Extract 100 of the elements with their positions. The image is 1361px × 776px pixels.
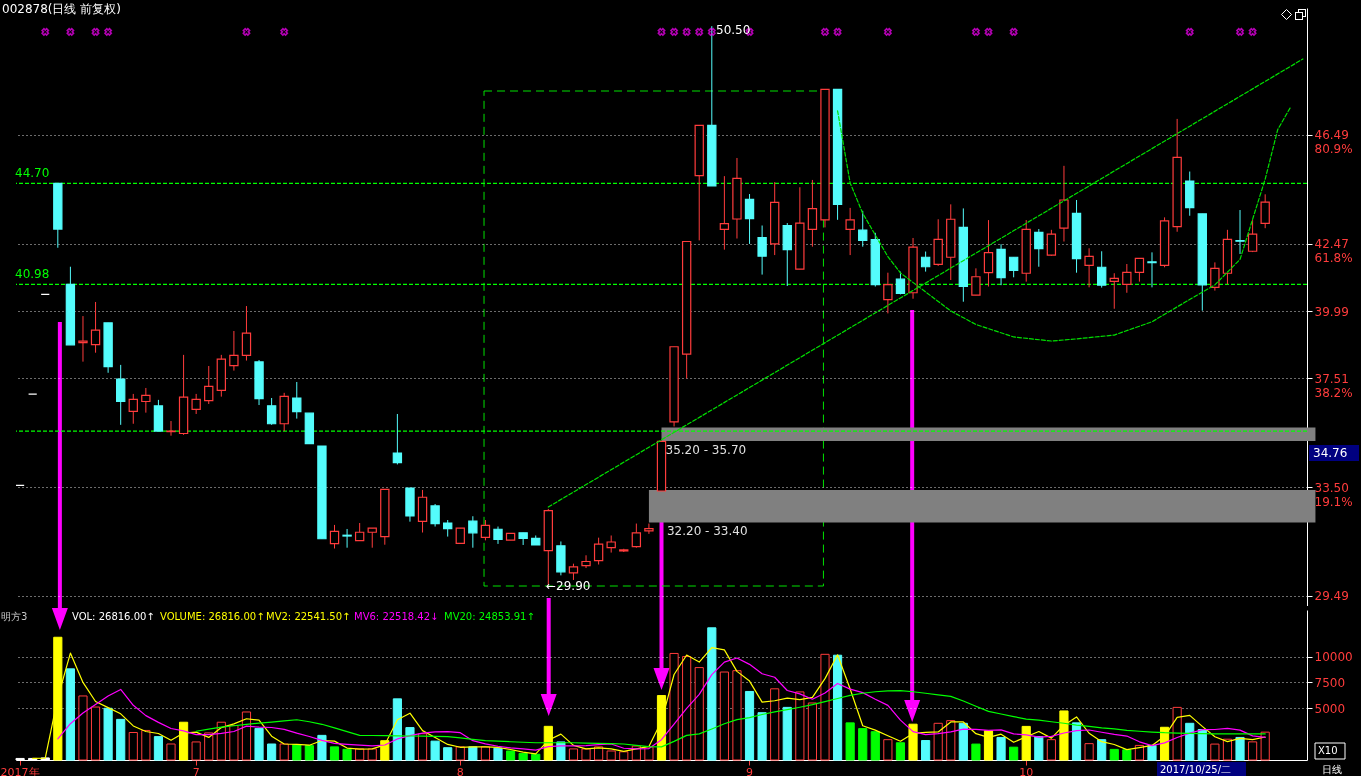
annotation: VOLUME: 26816.00↑ bbox=[160, 611, 265, 622]
bar bbox=[90, 706, 101, 761]
bar bbox=[870, 731, 880, 761]
chart-title: 002878(日线 前复权) bbox=[2, 1, 121, 18]
bar bbox=[1134, 744, 1144, 761]
bar bbox=[103, 707, 113, 761]
bar bbox=[606, 750, 616, 761]
bar bbox=[1034, 736, 1044, 761]
bar bbox=[78, 695, 88, 761]
y-tick-label: 39.99 bbox=[1314, 304, 1349, 319]
bar bbox=[229, 725, 239, 761]
y-tick-label: 7500 bbox=[1314, 675, 1346, 690]
bar bbox=[116, 718, 126, 761]
bar bbox=[770, 688, 780, 761]
bar bbox=[669, 652, 679, 761]
y-tick-label: 29.49 bbox=[1314, 589, 1349, 604]
band-label: 35.20 - 35.70 bbox=[665, 443, 747, 458]
bar bbox=[858, 728, 868, 761]
bar bbox=[1248, 741, 1258, 761]
bar bbox=[1197, 728, 1207, 761]
x-tick-label: 10 bbox=[1019, 765, 1034, 776]
bar bbox=[694, 667, 704, 761]
line-series bbox=[57, 657, 1266, 751]
bar bbox=[128, 731, 138, 761]
annotation: MV2: 22541.50↑ bbox=[266, 611, 351, 622]
bar bbox=[1260, 731, 1270, 761]
annotation: VOL: 26816.00↑ bbox=[72, 611, 155, 622]
bar bbox=[795, 691, 805, 761]
y-tick-label: 33.50 19.1% bbox=[1314, 480, 1353, 509]
bar bbox=[355, 748, 365, 761]
bar bbox=[267, 743, 277, 761]
bar bbox=[417, 733, 428, 761]
bar bbox=[1071, 722, 1082, 761]
bar bbox=[304, 745, 314, 761]
annotation: MV6: 22518.42↓ bbox=[354, 611, 439, 622]
annotation: MV20: 24853.91↑ bbox=[444, 611, 535, 622]
bar bbox=[719, 671, 729, 761]
bar bbox=[1185, 722, 1195, 761]
bar bbox=[933, 722, 943, 761]
bar bbox=[141, 729, 151, 761]
text: 2017/10/25/二 bbox=[1160, 764, 1232, 775]
bar bbox=[1147, 744, 1157, 761]
bar bbox=[996, 736, 1006, 761]
bar bbox=[921, 740, 931, 761]
bar bbox=[568, 748, 579, 761]
bar bbox=[1235, 736, 1245, 761]
y-tick-label: 42.47 61.8% bbox=[1314, 237, 1353, 266]
bar bbox=[216, 721, 226, 761]
bar bbox=[241, 711, 252, 761]
bar bbox=[254, 727, 264, 761]
bar bbox=[166, 743, 176, 761]
bar bbox=[1172, 706, 1182, 761]
bar bbox=[845, 722, 855, 761]
text: 34.76 bbox=[1313, 446, 1348, 460]
bar bbox=[581, 748, 591, 761]
annotation: 明方3 bbox=[1, 611, 28, 622]
bar bbox=[895, 742, 906, 761]
bar bbox=[204, 732, 214, 761]
bar bbox=[958, 722, 968, 761]
bar bbox=[279, 743, 289, 761]
y-tick-label: 46.49 80.9% bbox=[1314, 128, 1353, 157]
line-series bbox=[195, 689, 1266, 748]
bar bbox=[832, 654, 843, 761]
bar bbox=[443, 747, 453, 761]
bar bbox=[883, 739, 893, 761]
y-tick-label: 10000 bbox=[1314, 650, 1353, 665]
bar bbox=[1046, 739, 1056, 761]
text: 日线 bbox=[1322, 764, 1342, 775]
bar bbox=[1109, 748, 1119, 761]
bar bbox=[782, 706, 792, 761]
bar bbox=[1122, 749, 1132, 761]
bar bbox=[682, 656, 692, 761]
bar bbox=[153, 736, 164, 761]
bar bbox=[820, 653, 830, 761]
band-label: 32.20 - 33.40 bbox=[666, 524, 748, 539]
bar bbox=[1084, 743, 1094, 761]
bar bbox=[946, 720, 956, 761]
text: X10 bbox=[1318, 745, 1338, 756]
bar bbox=[505, 750, 516, 761]
bar bbox=[971, 743, 981, 761]
bar bbox=[430, 740, 440, 761]
y-tick-label: 5000 bbox=[1314, 701, 1346, 716]
bar bbox=[1097, 739, 1107, 761]
bar bbox=[405, 727, 415, 761]
bar bbox=[493, 747, 503, 761]
bar bbox=[317, 734, 327, 761]
x-tick-label: 8 bbox=[456, 765, 464, 776]
bar bbox=[1222, 738, 1233, 761]
bar bbox=[531, 753, 541, 761]
bar bbox=[1210, 743, 1220, 761]
bar bbox=[619, 751, 629, 761]
bar bbox=[1009, 746, 1019, 761]
bar bbox=[65, 668, 75, 761]
bar bbox=[807, 702, 818, 761]
bar bbox=[392, 698, 402, 761]
bar bbox=[480, 746, 491, 761]
bar bbox=[292, 744, 302, 761]
bar bbox=[518, 752, 528, 761]
bar bbox=[644, 746, 654, 761]
bar bbox=[329, 746, 340, 761]
